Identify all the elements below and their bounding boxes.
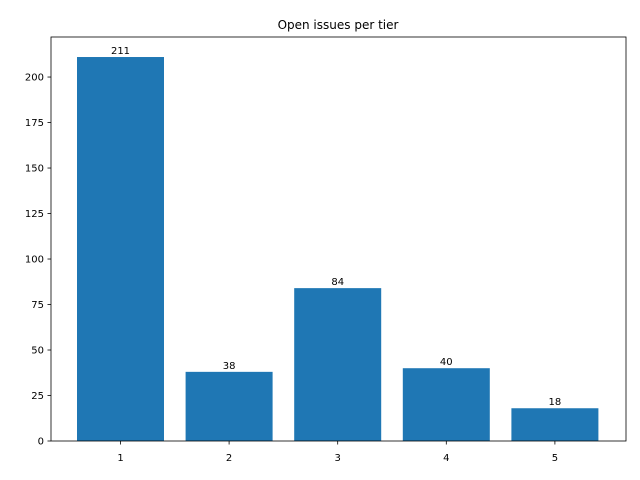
- bar-5: [511, 408, 599, 441]
- x-tick-label: 1: [117, 453, 123, 464]
- bar-3: [294, 288, 382, 441]
- bar-4: [402, 368, 490, 441]
- bars-layer: 211 38 84 40 18: [77, 46, 599, 442]
- data-label-1: 211: [111, 46, 130, 57]
- y-tick-label: 150: [25, 164, 44, 175]
- bar-1: [77, 57, 164, 442]
- chart-title: Open issues per tier: [278, 18, 399, 32]
- y-tick-label: 75: [31, 300, 44, 311]
- x-tick-label: 2: [226, 453, 232, 464]
- data-label-2: 38: [223, 361, 236, 372]
- data-label-5: 18: [549, 397, 562, 408]
- y-tick-label: 25: [31, 391, 44, 402]
- axes-layer: 0 25 50 75 100 125 150 175 200 1 2 3 4 5: [25, 36, 627, 464]
- y-tick-label: 200: [25, 73, 44, 84]
- y-tick-label: 0: [38, 437, 44, 448]
- x-tick-label: 5: [552, 453, 558, 464]
- x-tick-label: 4: [443, 453, 449, 464]
- y-tick-label: 175: [25, 118, 44, 129]
- y-tick-label: 100: [25, 255, 44, 266]
- data-label-4: 40: [440, 357, 453, 368]
- y-tick-label: 125: [25, 209, 44, 220]
- plot-frame: [50, 36, 627, 442]
- x-tick-label: 3: [335, 453, 341, 464]
- bar-2: [185, 371, 273, 441]
- data-label-3: 84: [331, 277, 344, 288]
- y-tick-label: 50: [31, 346, 44, 357]
